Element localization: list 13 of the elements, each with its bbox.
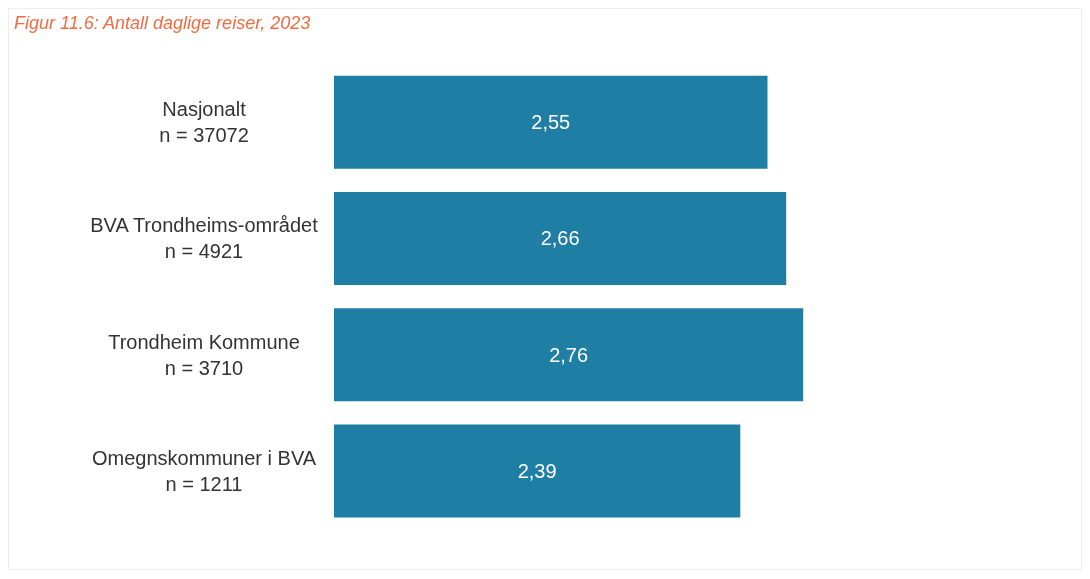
data-label: 2,39 [517,459,557,482]
data-label: 2,55 [531,111,571,134]
text: Figur 11.6: Antall daglige reiser, 2023 [14,13,311,33]
data-label: 2,66 [540,227,580,250]
y-tick-label: Omegnskommuner i BVA n = 1211 [91,446,317,495]
bar [334,424,741,518]
bar [334,75,768,169]
y-tick-label: Trondheim Kommune n = 3710 [108,330,300,379]
bar [334,191,787,285]
y-tick-label: Nasjonalt n = 37072 [159,98,249,147]
bar [334,308,804,402]
y-tick-label: BVA Trondheims-området n = 4921 [90,214,319,263]
data-label: 2,76 [549,343,589,366]
